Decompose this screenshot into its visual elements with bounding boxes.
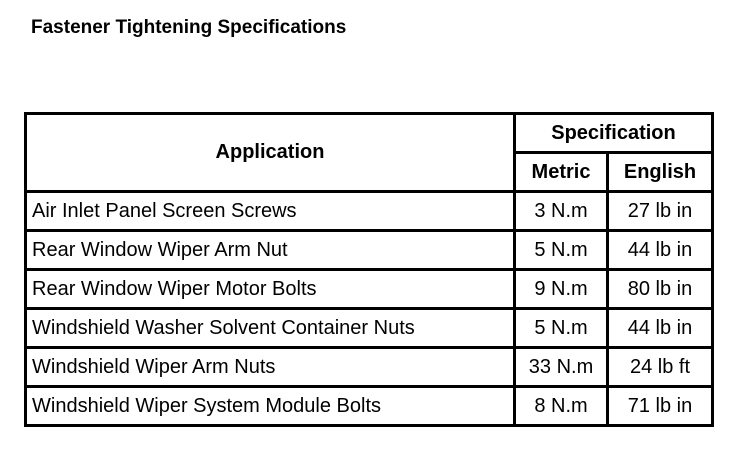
cell-application: Rear Window Wiper Arm Nut [24, 229, 516, 271]
cell-application: Rear Window Wiper Motor Bolts [24, 268, 516, 310]
cell-metric: 5 N.m [513, 229, 609, 271]
cell-metric: 9 N.m [513, 268, 609, 310]
fastener-spec-table: Application Specification Metric English… [24, 112, 714, 427]
cell-english: 80 lb in [606, 268, 714, 310]
table-row: Windshield Washer Solvent Container Nuts… [24, 307, 714, 349]
cell-metric: 33 N.m [513, 346, 609, 388]
page-title: Fastener Tightening Specifications [31, 17, 347, 38]
table-row: Rear Window Wiper Arm Nut 5 N.m 44 lb in [24, 229, 714, 271]
header-english: English [606, 151, 714, 193]
cell-english: 44 lb in [606, 229, 714, 271]
table-row: Windshield Wiper System Module Bolts 8 N.… [24, 385, 714, 427]
cell-english: 71 lb in [606, 385, 714, 427]
cell-metric: 8 N.m [513, 385, 609, 427]
table-row: Air Inlet Panel Screen Screws 3 N.m 27 lb … [24, 190, 714, 232]
cell-application: Windshield Wiper Arm Nuts [24, 346, 516, 388]
cell-metric: 3 N.m [513, 190, 609, 232]
cell-metric: 5 N.m [513, 307, 609, 349]
header-specification: Specification [513, 112, 714, 154]
cell-english: 24 lb ft [606, 346, 714, 388]
header-metric: Metric [513, 151, 609, 193]
cell-application: Windshield Wiper System Module Bolts [24, 385, 516, 427]
cell-english: 44 lb in [606, 307, 714, 349]
cell-english: 27 lb in [606, 190, 714, 232]
cell-application: Air Inlet Panel Screen Screws [24, 190, 516, 232]
table-row: Windshield Wiper Arm Nuts 33 N.m 24 lb ft [24, 346, 714, 388]
subheader-row: Metric English [26, 151, 714, 193]
cell-application: Windshield Washer Solvent Container Nuts [24, 307, 516, 349]
header-application: Application [24, 112, 516, 193]
header-row: Application Specification [24, 112, 714, 193]
table-row: Rear Window Wiper Motor Bolts 9 N.m 80 lb … [24, 268, 714, 310]
